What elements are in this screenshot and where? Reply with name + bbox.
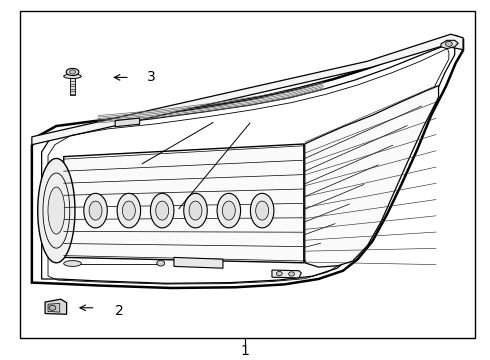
Polygon shape (66, 68, 79, 76)
Polygon shape (157, 260, 165, 266)
Polygon shape (256, 201, 269, 220)
Polygon shape (64, 144, 304, 263)
Polygon shape (70, 78, 75, 95)
Polygon shape (222, 201, 235, 220)
Polygon shape (441, 40, 458, 49)
Polygon shape (272, 270, 301, 278)
Polygon shape (150, 193, 174, 228)
Polygon shape (48, 187, 65, 234)
Polygon shape (276, 271, 282, 276)
Text: 2: 2 (115, 305, 124, 318)
Polygon shape (156, 201, 169, 220)
Polygon shape (122, 201, 135, 220)
Polygon shape (184, 193, 207, 228)
Polygon shape (38, 158, 75, 263)
Text: 1: 1 (241, 344, 249, 358)
Polygon shape (64, 261, 81, 266)
Polygon shape (117, 193, 141, 228)
Polygon shape (49, 305, 56, 310)
Polygon shape (305, 86, 439, 267)
Polygon shape (115, 118, 140, 127)
Polygon shape (32, 34, 463, 145)
Polygon shape (45, 299, 67, 314)
Polygon shape (445, 41, 452, 46)
Polygon shape (289, 272, 294, 276)
Polygon shape (32, 36, 463, 288)
Polygon shape (48, 303, 60, 312)
Text: 3: 3 (147, 71, 156, 84)
Polygon shape (89, 201, 102, 220)
Polygon shape (84, 193, 107, 228)
Polygon shape (20, 11, 475, 338)
Polygon shape (174, 257, 223, 268)
Polygon shape (64, 74, 81, 78)
Polygon shape (250, 193, 274, 228)
Polygon shape (189, 201, 202, 220)
Polygon shape (217, 193, 241, 228)
Polygon shape (70, 70, 75, 74)
